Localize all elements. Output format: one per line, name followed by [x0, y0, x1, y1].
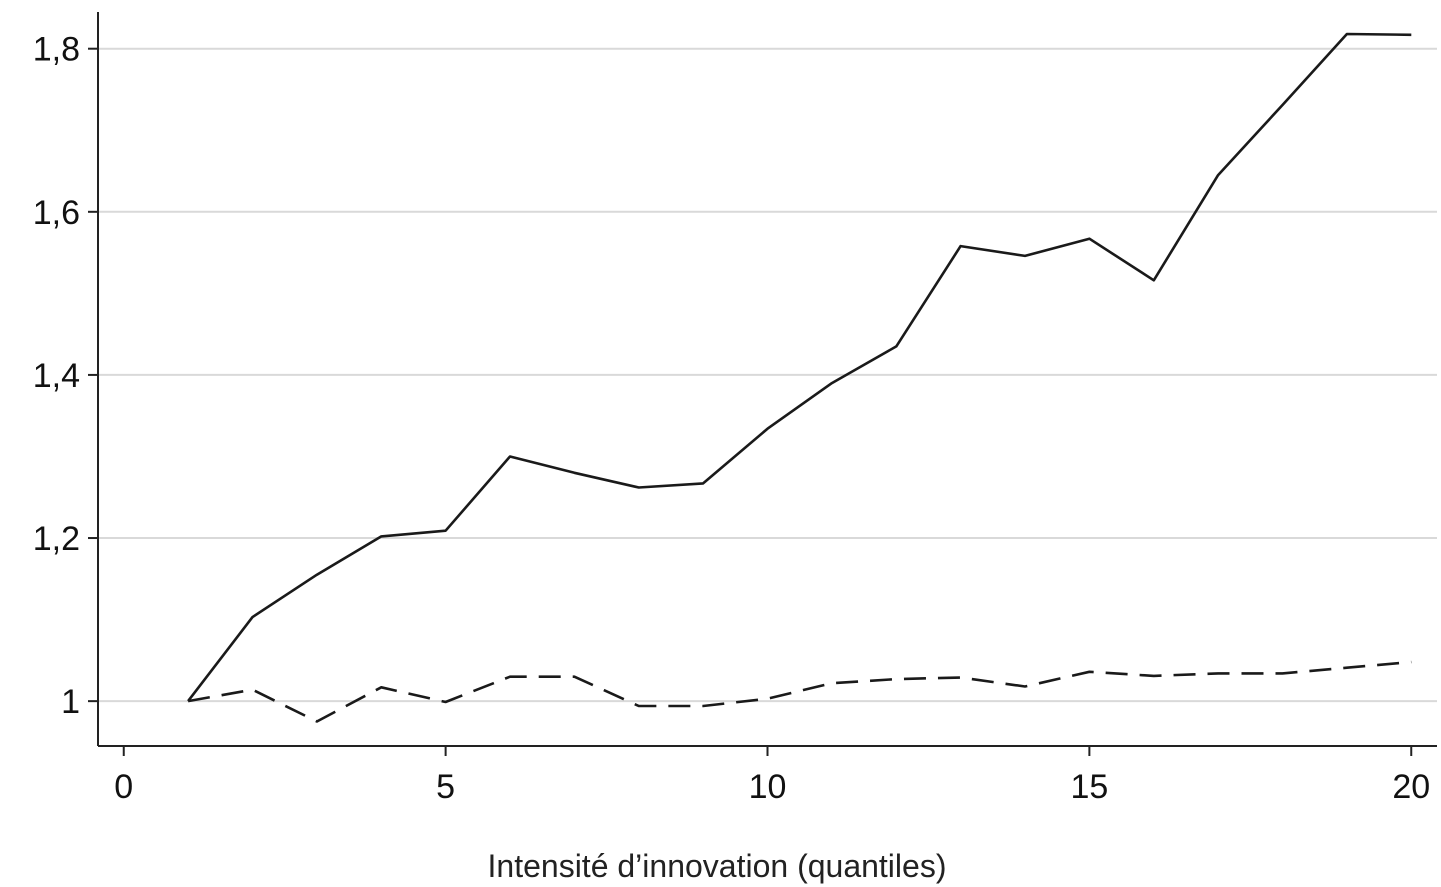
y-tick-label-1: 1,2 [33, 520, 80, 558]
y-axis-ticks: 1 1,2 1,4 1,6 1,8 [33, 31, 98, 721]
y-tick-label-4: 1,8 [33, 31, 80, 69]
x-tick-label-4: 20 [1392, 768, 1430, 806]
x-tick-label-0: 0 [114, 768, 133, 806]
x-tick-label-2: 10 [749, 768, 787, 806]
x-tick-label-1: 5 [436, 768, 455, 806]
x-axis-ticks: 0 5 10 15 20 [114, 746, 1430, 806]
series-line-solid [187, 32, 1412, 702]
y-tick-label-3: 1,6 [33, 194, 80, 232]
axes [97, 12, 1437, 747]
y-tick-label-0: 1 [61, 683, 80, 721]
x-tick-label-3: 15 [1070, 768, 1108, 806]
x-axis-title: Intensité d’innovation (quantiles) [488, 848, 947, 884]
grid-lines [98, 47, 1437, 703]
series-line-dashed [187, 660, 1412, 723]
y-tick-label-2: 1,4 [33, 357, 80, 395]
series-layer [187, 32, 1412, 723]
